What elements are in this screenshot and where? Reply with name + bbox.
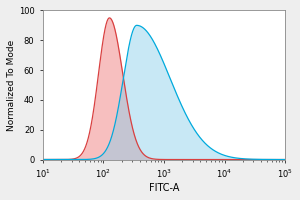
X-axis label: FITC-A: FITC-A (149, 183, 179, 193)
Y-axis label: Normalized To Mode: Normalized To Mode (7, 39, 16, 131)
